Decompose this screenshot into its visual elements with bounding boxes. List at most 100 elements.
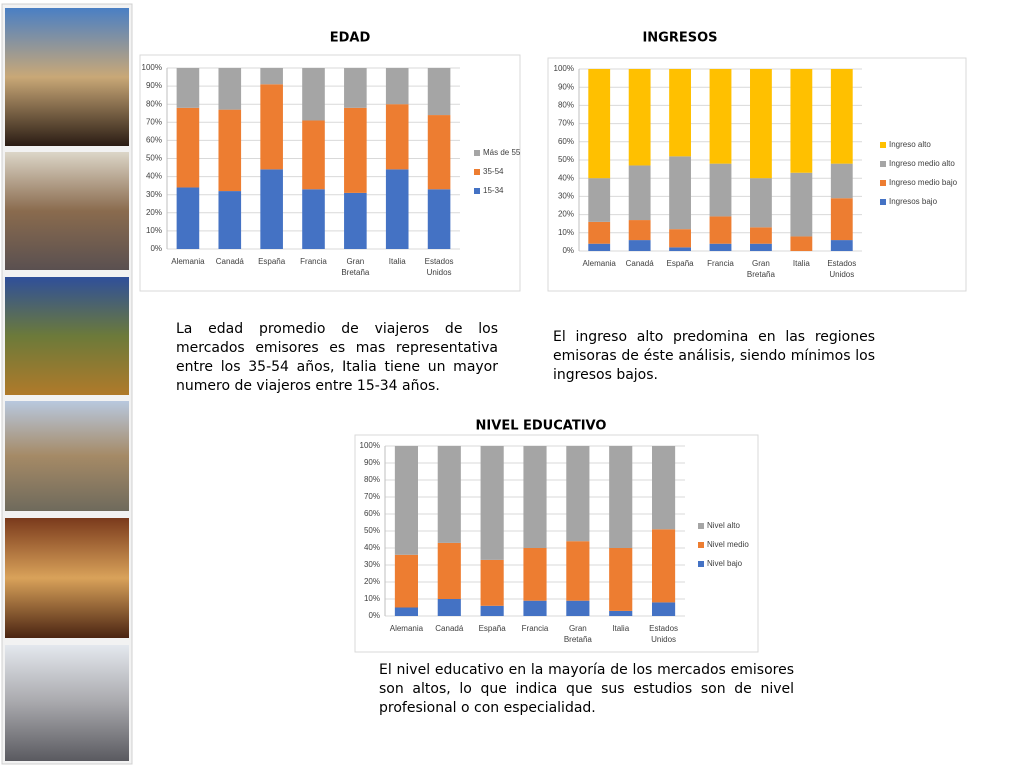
x-tick-label: Estados Unidos: [425, 257, 454, 277]
description: La edad promedio de viajeros de los merc…: [176, 321, 498, 394]
bar-segment: [588, 221, 611, 244]
photo: [5, 152, 129, 270]
bar-segment: [566, 541, 590, 601]
bar-segment: [652, 446, 676, 530]
y-tick-label: 100%: [142, 63, 162, 72]
bar-segment: [427, 189, 451, 249]
y-tick-label: 90%: [146, 81, 162, 90]
legend-label: Más de 55: [483, 148, 521, 157]
legend-label: Ingreso alto: [889, 140, 931, 149]
bar-segment: [709, 69, 732, 164]
chart-box: [139, 54, 521, 292]
photo: [5, 8, 129, 146]
y-tick-label: 100%: [360, 441, 380, 450]
bar-segment: [628, 220, 651, 241]
bar-segment: [218, 68, 242, 110]
bar-segment: [385, 169, 409, 249]
legend-swatch: [880, 161, 886, 167]
bar-segment: [830, 198, 853, 241]
bar-segment: [709, 243, 732, 251]
x-tick-label: Italia: [793, 259, 810, 268]
y-tick-label: 50%: [364, 526, 380, 535]
bar-segment: [669, 156, 691, 230]
x-tick-label: Canadá: [216, 257, 245, 266]
legend-swatch: [698, 523, 704, 529]
y-tick-label: 70%: [146, 117, 162, 126]
bar-segment: [523, 446, 547, 548]
bar-segment: [437, 542, 461, 599]
y-tick-label: 100%: [554, 64, 574, 73]
bar-segment: [394, 554, 418, 608]
x-tick-label: Italia: [389, 257, 406, 266]
bar-segment: [480, 605, 504, 616]
y-tick-label: 60%: [364, 509, 380, 518]
y-tick-label: 20%: [364, 577, 380, 586]
bar-segment: [628, 165, 651, 221]
x-tick-label: España: [258, 257, 286, 266]
bar-segment: [218, 191, 242, 249]
bar-segment: [790, 236, 813, 251]
bar-segment: [260, 169, 283, 249]
legend-swatch: [474, 169, 480, 175]
bar-segment: [427, 68, 451, 116]
x-tick-label: Canadá: [626, 259, 655, 268]
bar-segment: [830, 69, 853, 164]
bar-segment: [669, 69, 691, 157]
bar-segment: [566, 600, 590, 616]
bar-segment: [750, 227, 772, 244]
legend-swatch: [880, 180, 886, 186]
y-tick-label: 70%: [364, 492, 380, 501]
bar-segment: [480, 446, 504, 560]
bar-segment: [302, 68, 325, 121]
y-tick-label: 10%: [558, 228, 574, 237]
bar-segment: [790, 172, 813, 237]
x-tick-label: Alemania: [390, 624, 424, 633]
y-tick-label: 10%: [146, 226, 162, 235]
legend-swatch: [474, 188, 480, 194]
bar-segment: [669, 229, 691, 248]
bar-segment: [394, 607, 418, 616]
bar-segment: [218, 109, 242, 192]
bar-segment: [437, 446, 461, 543]
bar-segment: [669, 247, 691, 251]
bar-segment: [750, 178, 772, 228]
chart-title: EDAD: [330, 31, 371, 46]
legend-label: Ingresos bajo: [889, 197, 938, 206]
legend-label: Ingreso medio alto: [889, 159, 955, 168]
bar-segment: [385, 68, 409, 105]
x-tick-label: Francia: [300, 257, 327, 266]
x-tick-label: Italia: [612, 624, 629, 633]
y-tick-label: 80%: [146, 99, 162, 108]
y-tick-label: 60%: [146, 136, 162, 145]
legend-label: Nivel medio: [707, 540, 749, 549]
bar-segment: [588, 178, 611, 222]
bar-segment: [344, 68, 367, 108]
bar-segment: [176, 107, 200, 188]
y-tick-label: 30%: [146, 190, 162, 199]
bar-segment: [830, 240, 853, 251]
bar-segment: [709, 163, 732, 217]
bar-segment: [790, 69, 813, 173]
bar-segment: [628, 240, 651, 251]
bar-segment: [427, 115, 451, 190]
legend-swatch: [698, 542, 704, 548]
x-tick-label: Gran Bretaña: [341, 257, 370, 277]
y-tick-label: 40%: [558, 173, 574, 182]
y-tick-label: 90%: [364, 458, 380, 467]
y-tick-label: 20%: [146, 208, 162, 217]
y-tick-label: 50%: [558, 155, 574, 164]
y-tick-label: 0%: [150, 244, 162, 253]
bar-segment: [302, 120, 325, 190]
legend-label: 15-34: [483, 186, 504, 195]
description: El ingreso alto predomina en las regione…: [553, 329, 875, 383]
x-tick-label: Alemania: [583, 259, 617, 268]
bar-segment: [437, 599, 461, 616]
x-tick-label: Canadá: [435, 624, 464, 633]
y-tick-label: 60%: [558, 137, 574, 146]
legend-label: Ingreso medio bajo: [889, 178, 958, 187]
y-tick-label: 0%: [562, 246, 574, 255]
x-tick-label: Francia: [707, 259, 734, 268]
photo: [5, 518, 129, 638]
legend-swatch: [880, 199, 886, 205]
